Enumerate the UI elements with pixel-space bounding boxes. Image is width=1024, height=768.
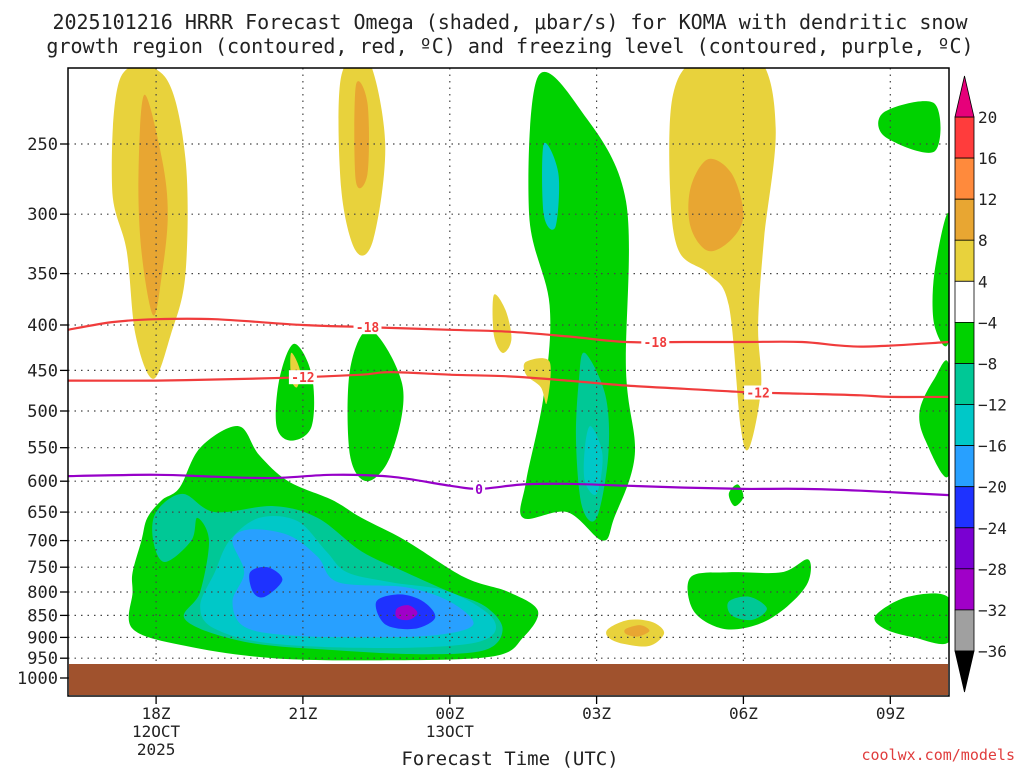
region-yellow-05z [669, 68, 776, 451]
contour-label-bg-4 [473, 481, 486, 496]
contour-label--12C: -12 [291, 371, 314, 386]
y-tick-label-300: 300 [27, 205, 58, 225]
colorbar-swatch-3 [954, 239, 975, 282]
colorbar-label-8: −16 [978, 437, 1007, 456]
region-green-right-low [919, 360, 949, 478]
grid-lines [68, 68, 949, 696]
colorbar-swatch-0 [954, 116, 975, 159]
y-tick-label-950: 950 [27, 649, 58, 669]
region-yellow-02z [523, 358, 551, 404]
region-orange-22z [354, 81, 369, 189]
contour-label--18C: -18 [644, 336, 668, 351]
contour-label-bg-1 [641, 335, 670, 349]
colorbar-swatch-10 [954, 527, 975, 570]
x-axis-label: Forecast Time (UTC) [401, 748, 618, 768]
y-tick-label-450: 450 [27, 361, 58, 381]
x-tick-label-21Z: 21Z [288, 704, 317, 723]
y-tick-label-550: 550 [27, 439, 58, 459]
y-axis-ticks: 2503003504004505005506006507007508008509… [17, 135, 68, 689]
y-tick-label-400: 400 [27, 316, 58, 336]
colorbar-swatch-4 [954, 280, 975, 323]
colorbar-label-10: −24 [978, 519, 1007, 538]
colorbar-label-12: −32 [978, 601, 1007, 620]
x-tick-label-03Z: 03Z [582, 704, 611, 723]
region-orange-05z [688, 158, 744, 252]
region-green-tower-21z [275, 343, 315, 441]
colorbar-swatch-7 [954, 404, 975, 446]
colorbar-label-4: 4 [978, 272, 988, 291]
y-tick-label-350: 350 [27, 265, 58, 285]
y-tick-label-850: 850 [27, 606, 58, 626]
y-tick-label-900: 900 [27, 628, 58, 648]
contour-freezing [68, 473, 949, 497]
colorbar-label-11: −28 [978, 560, 1007, 579]
colorbar: 20 16 12 8 4 −4 −8 −12 −16 −20 −24 −28 −32 −36 [954, 75, 1007, 693]
region-green-tower-22z [347, 329, 404, 482]
region-darkblue-21z [249, 566, 283, 598]
chart-title-line2: growth region (contoured, red, ºC) and f… [46, 34, 973, 58]
colorbar-label-7: −12 [978, 396, 1007, 415]
y-tick-label-1000: 1000 [17, 669, 58, 689]
contour-label-bg-3 [744, 385, 773, 400]
omega-shaded-regions [111, 68, 949, 661]
contour-label--18C: -18 [356, 321, 380, 336]
colorbar-top-arrow [954, 75, 975, 118]
colorbar-label-5: −4 [978, 313, 997, 332]
region-green-right-mid [932, 212, 949, 347]
colorbar-label-3: 8 [978, 231, 988, 250]
colorbar-swatch-9 [954, 486, 975, 529]
y-tick-label-750: 750 [27, 558, 58, 578]
plot-frame [67, 67, 950, 697]
colorbar-label-9: −20 [978, 478, 1007, 497]
y-tick-label-800: 800 [27, 583, 58, 603]
region-teal-06z [727, 596, 767, 621]
colorbar-label-6: −8 [978, 355, 997, 374]
region-orange-18z [138, 94, 168, 316]
x-tick-date-18Z: 12OCT [132, 722, 181, 741]
contour-label-bg-2 [288, 370, 317, 385]
x-tick-label-18Z: 18Z [142, 704, 171, 723]
colorbar-label-0: 20 [978, 108, 997, 127]
colorbar-bottom-arrow [954, 650, 975, 693]
ground-surface [69, 664, 948, 695]
y-tick-label-600: 600 [27, 472, 58, 492]
colorbar-swatch-1 [954, 157, 975, 200]
region-orange-04z [624, 625, 650, 637]
contour--12C [68, 370, 949, 399]
region-green-09z-top [878, 101, 941, 153]
colorbar-swatch-5 [954, 321, 975, 364]
y-tick-label-500: 500 [27, 402, 58, 422]
colorbar-swatch-2 [954, 198, 975, 241]
x-tick-date-00Z: 13OCT [426, 722, 475, 741]
x-tick-label-06Z: 06Z [729, 704, 758, 723]
y-tick-label-650: 650 [27, 503, 58, 523]
x-tick-label-00Z: 00Z [435, 704, 464, 723]
contour-label-freezing: 0 [475, 483, 483, 498]
region-cyan-03z [583, 426, 603, 496]
x-tick-year-18Z: 2025 [137, 740, 176, 759]
colorbar-label-13: −36 [978, 642, 1007, 661]
colorbar-swatch-8 [954, 445, 975, 488]
y-tick-label-250: 250 [27, 135, 58, 155]
colorbar-swatch-11 [954, 568, 975, 611]
watermark: coolwx.com/models [861, 746, 1015, 764]
temperature-contours: -18 -18 -12 -12 0 [68, 317, 949, 498]
colorbar-swatch-6 [954, 363, 975, 405]
region-green-right-bottom [874, 593, 949, 645]
region-green-05z [687, 559, 811, 630]
region-yellow-01z [492, 294, 512, 353]
colorbar-swatch-12 [954, 609, 975, 652]
colorbar-label-2: 12 [978, 190, 997, 209]
region-purple-00z [395, 605, 418, 621]
contour-label-bg-0 [353, 320, 382, 335]
colorbar-label-1: 16 [978, 149, 997, 168]
region-cyan-top [542, 142, 560, 230]
contour--18C [68, 317, 949, 348]
chart-title-line1: 2025101216 HRRR Forecast Omega (shaded, … [52, 10, 968, 34]
x-tick-label-09Z: 09Z [876, 704, 905, 723]
contour-label--12C: -12 [746, 387, 769, 402]
y-tick-label-700: 700 [27, 532, 58, 552]
